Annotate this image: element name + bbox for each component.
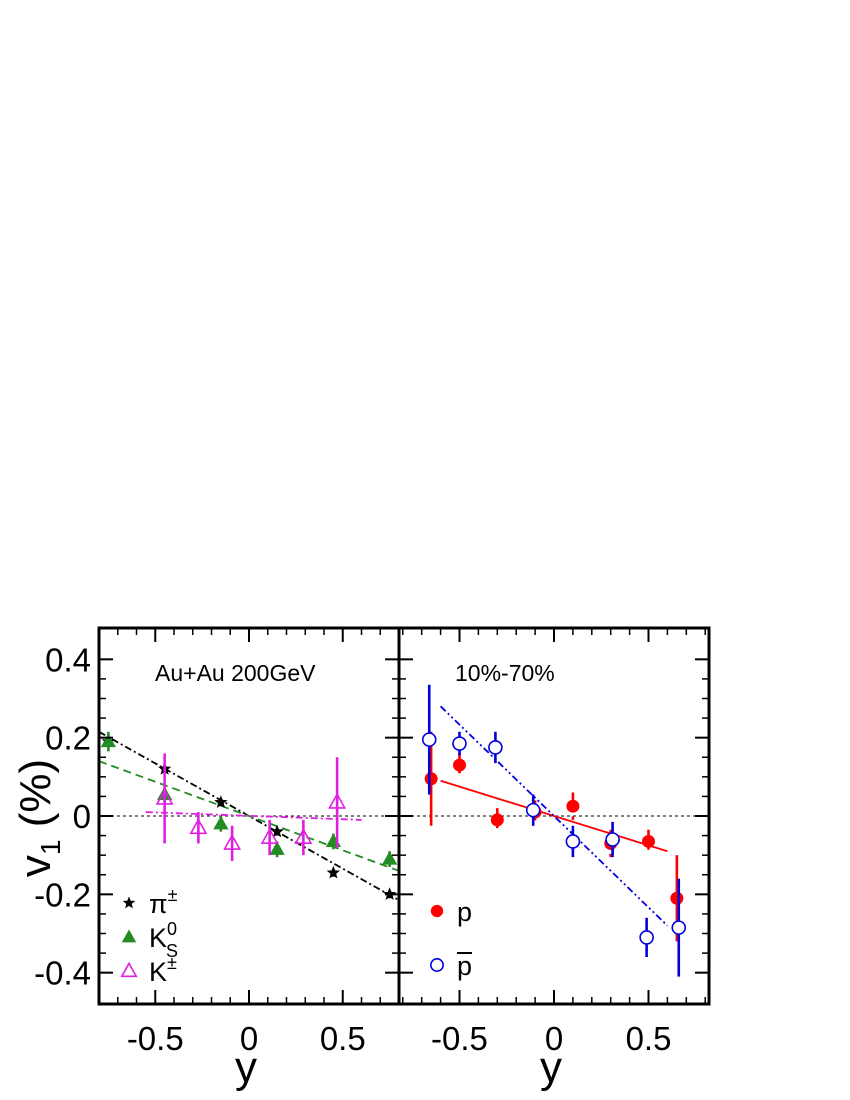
left-panel: -0.5 0 0.5-0.4-0.200.20.4 Au+Au 200GeV π±K… — [34, 626, 401, 1057]
kch-data-point — [328, 792, 347, 809]
right-axis-ticks: -0.5 0 0.5 — [399, 628, 709, 1057]
left-data-points — [100, 731, 398, 900]
pion-legend-base: π — [149, 889, 168, 919]
kch-data-point — [155, 788, 174, 805]
y-axis-title: v1 (%) — [11, 759, 66, 877]
antiproton-data-point — [671, 920, 687, 935]
kch-data-point — [189, 818, 208, 835]
kch-legend-label: K± — [149, 953, 177, 987]
y-tick-label: 0 — [73, 798, 91, 835]
antiproton-data-point — [452, 736, 467, 751]
antiproton-data-point — [565, 834, 581, 849]
kch-legend-marker — [120, 961, 138, 978]
kch-legend-base: K — [149, 957, 167, 987]
proton-data-point — [670, 891, 684, 905]
kch-fit-line — [145, 811, 362, 821]
antiproton-legend-marker — [430, 958, 444, 972]
k0s-data-point — [213, 815, 229, 830]
proton-fit-line — [440, 779, 668, 853]
k0s-data-point — [100, 733, 116, 748]
left-panel-annotation: Au+Au 200GeV — [155, 660, 316, 686]
y-tick-label: 0.2 — [45, 720, 91, 757]
k0s-legend-marker — [121, 929, 137, 943]
antiproton-legend-label: p — [457, 951, 472, 981]
proton-data-point — [566, 799, 580, 813]
y-tick-label: -0.2 — [34, 876, 91, 913]
pion-fit-line — [98, 731, 400, 901]
left-legend: π±K0 SK± — [120, 885, 178, 987]
proton-data-point — [424, 772, 438, 786]
antiproton-legend-base: p — [457, 951, 472, 981]
antiproton-data-point — [421, 732, 437, 747]
kch-data-point — [260, 827, 279, 844]
y-axis-title-sub: 1 — [35, 840, 66, 856]
x-tick-label: -0.5 — [431, 1020, 488, 1057]
left-x-axis-title: y — [235, 1043, 257, 1092]
kch-data-point — [223, 833, 242, 850]
k0s-data-point — [325, 833, 341, 848]
proton-data-point — [452, 758, 466, 772]
x-tick-label: 0 — [545, 1020, 563, 1057]
k0s-legend-sub: S — [166, 941, 178, 961]
antiproton-fit-line — [439, 705, 669, 927]
k0s-legend-base: K — [149, 923, 167, 953]
proton-legend-marker — [430, 904, 444, 918]
proton-legend-base: p — [457, 897, 472, 927]
proton-legend-label: p — [457, 897, 472, 927]
right-fit-lines — [439, 705, 669, 927]
kch-legend-sup: ± — [167, 953, 177, 973]
proton-data-point — [642, 834, 656, 848]
pion-data-point — [326, 865, 340, 879]
k0s-legend-label: K0 S — [149, 919, 178, 961]
kch-data-point — [294, 827, 313, 844]
y-axis-title-rest: (%) — [11, 759, 60, 840]
pion-legend-sup: ± — [168, 885, 178, 905]
proton-data-point — [490, 813, 504, 827]
antiproton-data-point — [525, 802, 541, 818]
y-axis-title-base: v — [11, 855, 60, 877]
pion-legend-label: π± — [149, 885, 178, 919]
k0s-legend-sup: 0 — [167, 919, 177, 939]
y-tick-label: -0.4 — [34, 955, 91, 992]
antiproton-data-point — [639, 930, 654, 945]
x-tick-label: 0.5 — [320, 1020, 366, 1057]
x-tick-label: -0.5 — [127, 1020, 184, 1057]
antiproton-data-point — [605, 832, 620, 847]
right-x-axis-title: y — [540, 1043, 562, 1092]
antiproton-data-point — [488, 740, 503, 755]
right-legend: pp — [430, 897, 472, 981]
y-tick-label: 0.4 — [45, 641, 91, 678]
right-panel: -0.5 0 0.5 10%-70% pp — [397, 626, 711, 1057]
k0s-fit-line — [98, 760, 400, 872]
x-tick-label: 0.5 — [626, 1020, 672, 1057]
right-panel-annotation: 10%-70% — [455, 660, 555, 686]
k0s-data-point — [382, 851, 398, 865]
right-data-points — [421, 684, 687, 977]
pion-data-point — [214, 795, 228, 808]
k0s-data-point — [269, 841, 285, 855]
pion-data-point — [270, 824, 284, 838]
left-fit-lines — [98, 731, 400, 901]
x-tick-label: 0 — [240, 1020, 258, 1057]
left-axis-ticks: -0.5 0 0.5 -0.4 -0.2 0 0.2 0.4 — [34, 628, 400, 1057]
pion-legend-marker — [122, 896, 136, 909]
